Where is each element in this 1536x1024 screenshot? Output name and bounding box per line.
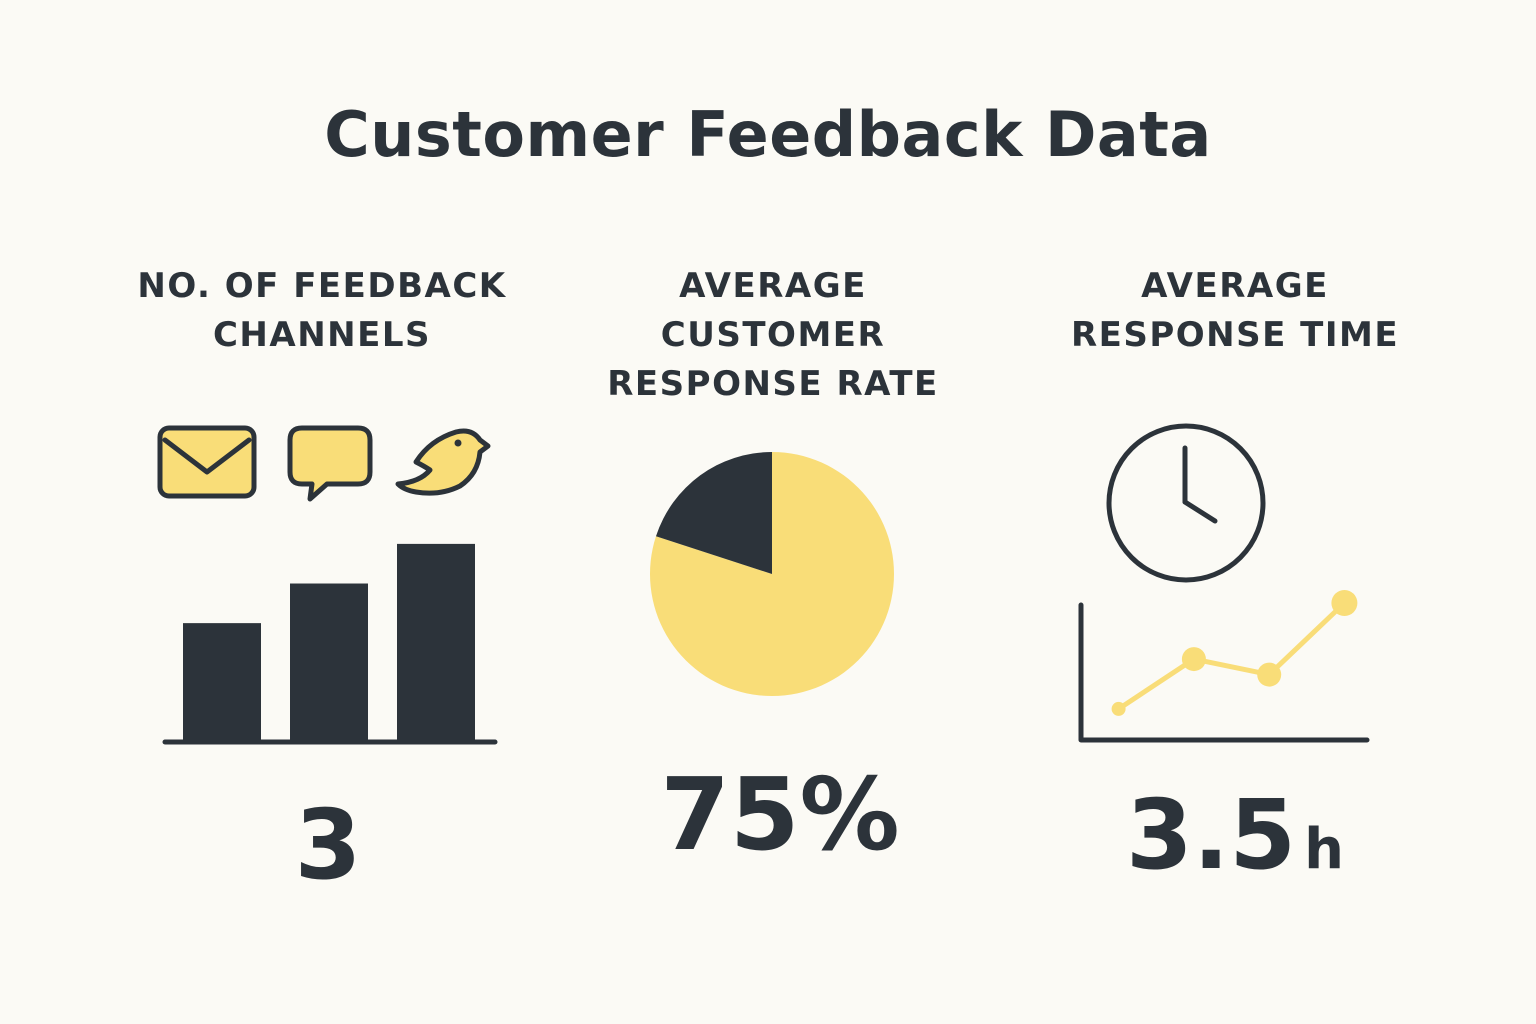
line-point (1181, 647, 1206, 672)
response-time-heading-line: RESPONSE TIME (1070, 315, 1400, 355)
bird-icon (395, 428, 491, 496)
channels-heading-line: CHANNELS (212, 315, 431, 355)
response-time-heading-line: AVERAGE (1141, 266, 1329, 306)
bar (183, 623, 261, 742)
line-point (1111, 701, 1126, 716)
line-point (1257, 662, 1282, 687)
channels-heading-line: NO. OF FEEDBACK (137, 266, 507, 306)
bar-chart (162, 543, 498, 745)
response-rate-heading-line: RESPONSE RATE (607, 364, 939, 404)
response-rate-value: 75% (660, 756, 900, 873)
envelope-icon (157, 425, 257, 499)
bar (290, 583, 368, 742)
response-time-unit: h (1304, 817, 1344, 882)
clock-icon (1106, 423, 1266, 583)
response-rate-heading-line: AVERAGE (679, 266, 867, 306)
response-rate-heading: AVERAGE CUSTOMER RESPONSE RATE (563, 262, 983, 409)
channels-heading: NO. OF FEEDBACK CHANNELS (112, 262, 532, 360)
bar (397, 543, 475, 742)
line-point (1331, 590, 1358, 616)
pie-slice (649, 452, 894, 696)
response-time-number: 3.5 (1126, 779, 1297, 891)
pie-slice (655, 452, 772, 574)
page-title: Customer Feedback Data (324, 98, 1212, 171)
line-series (1116, 600, 1347, 712)
channels-value: 3 (294, 789, 362, 901)
response-rate-heading-line: CUSTOMER (660, 315, 886, 355)
chat-bubble-icon (287, 425, 373, 502)
line-chart (1078, 590, 1370, 743)
response-time-value: 3.5 h (1090, 780, 1380, 905)
response-time-heading: AVERAGE RESPONSE TIME (1025, 262, 1445, 360)
line-chart-axes (1078, 602, 1370, 743)
pie-chart (649, 452, 894, 696)
